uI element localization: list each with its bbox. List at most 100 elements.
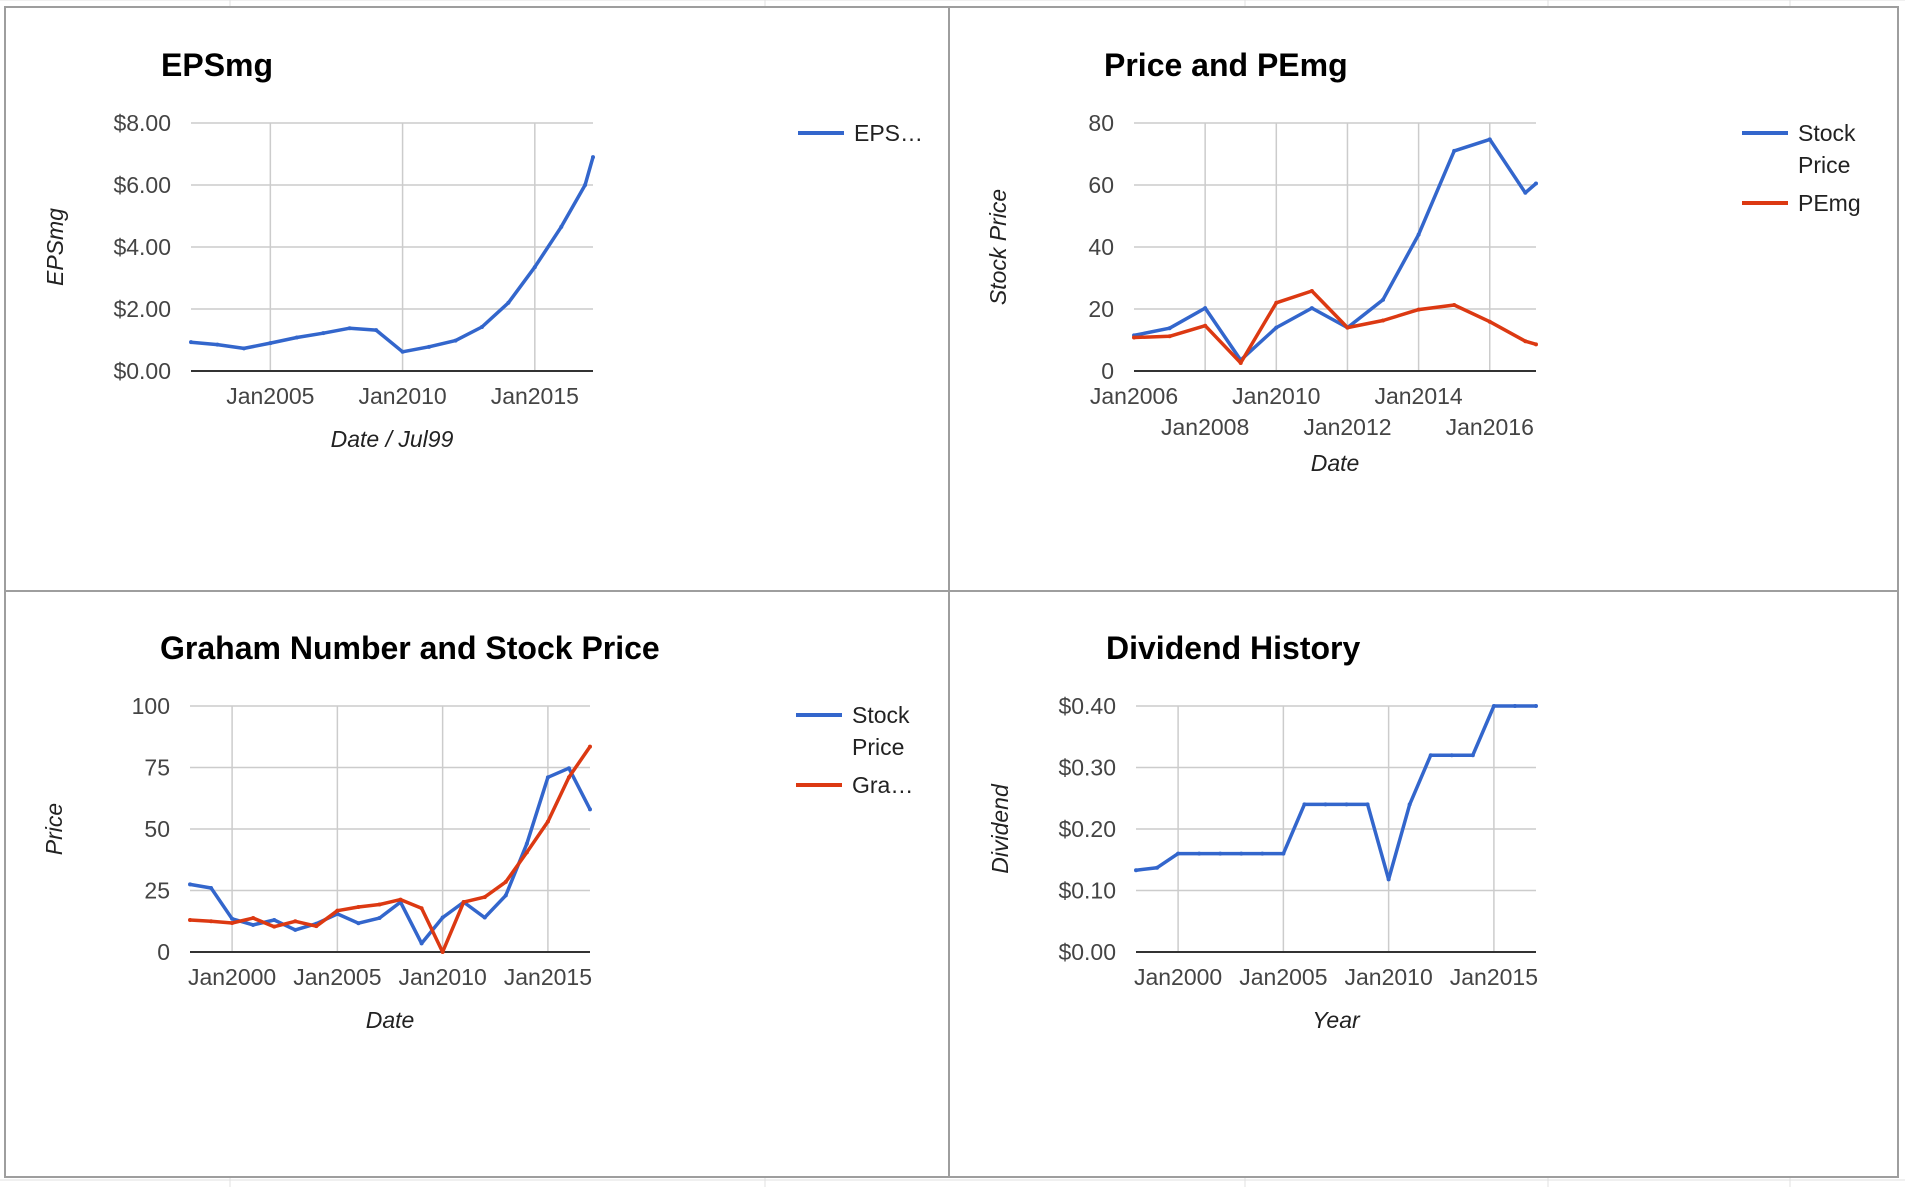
data-point	[189, 340, 193, 345]
data-point	[1416, 307, 1421, 312]
data-point	[1323, 802, 1328, 807]
chart-dividend: Dividend History $0.00 $0.10 $0.20 $0.30 $0.4…	[987, 630, 1538, 1033]
y-axis-title: EPSmg	[42, 208, 68, 286]
series-line	[189, 766, 592, 946]
data-point	[215, 342, 220, 347]
data-point	[427, 344, 432, 349]
data-point	[1281, 851, 1286, 856]
chart-panel-graham[interactable]: Graham Number and Stock Price 0 25 50 75 100 J…	[4, 590, 950, 1178]
data-point	[374, 328, 379, 333]
data-point	[1381, 318, 1386, 323]
data-point	[503, 893, 508, 898]
data-point	[335, 908, 340, 913]
data-point	[1134, 868, 1138, 873]
data-point	[1197, 851, 1202, 856]
data-point	[566, 775, 571, 780]
data-point	[188, 882, 192, 887]
data-point	[1534, 704, 1538, 708]
series-line	[190, 156, 595, 354]
data-point	[188, 918, 192, 923]
y-tick-label: 20	[1088, 296, 1114, 322]
legend-label: EPS…	[854, 120, 923, 146]
data-point	[230, 920, 235, 925]
data-point	[588, 744, 592, 749]
data-point	[503, 879, 508, 884]
data-point	[377, 916, 382, 921]
data-point	[440, 950, 445, 954]
x-tick-label: Jan2005	[1239, 964, 1327, 990]
data-point	[398, 897, 403, 902]
x-axis-title: Date	[1311, 450, 1360, 476]
data-point	[524, 841, 529, 846]
data-point	[479, 324, 484, 329]
data-point	[1176, 851, 1181, 856]
data-point	[591, 155, 595, 160]
data-point	[545, 775, 550, 780]
data-point	[419, 906, 424, 911]
x-axis-title: Year	[1312, 1007, 1361, 1033]
data-point	[1203, 306, 1208, 311]
data-point	[251, 922, 256, 927]
data-point	[566, 766, 571, 771]
y-tick-label: $0.20	[1058, 816, 1116, 842]
y-tick-label: 40	[1088, 234, 1114, 260]
chart-panel-dividend[interactable]: Dividend History $0.00 $0.10 $0.20 $0.30 $0.4…	[948, 590, 1899, 1178]
data-point	[1309, 289, 1314, 294]
x-tick-label: Jan2010	[358, 383, 446, 409]
data-point	[1381, 297, 1386, 302]
legend-label: Stock Price	[1798, 120, 1856, 178]
y-tick-label: $4.00	[113, 234, 171, 260]
data-point	[400, 349, 405, 354]
data-point	[1260, 851, 1265, 856]
data-point	[1238, 360, 1243, 365]
x-axis-title: Date	[366, 1007, 415, 1033]
x-tick-label: Jan2000	[188, 964, 276, 990]
chart-title: Price and PEmg	[1104, 47, 1348, 83]
chart-title: Graham Number and Stock Price	[160, 630, 660, 666]
legend-label: Stock Price	[852, 702, 910, 760]
data-point	[1534, 342, 1538, 347]
data-point	[588, 807, 592, 812]
data-point	[294, 335, 299, 340]
data-point	[241, 346, 246, 351]
y-tick-label: $0.10	[1058, 878, 1116, 904]
data-point	[482, 895, 487, 900]
data-point	[1345, 325, 1350, 330]
data-point	[272, 924, 277, 929]
y-tick-label: $0.30	[1058, 755, 1116, 781]
chart-title: EPSmg	[161, 47, 273, 83]
data-point	[1274, 325, 1279, 330]
y-tick-label: 0	[157, 939, 170, 965]
chart-panel-eps[interactable]: EPSmg $0.00 $2.00 $4.00 $6.00 $8.00 Jan2005 Jan…	[4, 6, 950, 592]
y-tick-label: 60	[1088, 172, 1114, 198]
data-point	[1309, 306, 1314, 311]
data-point	[1218, 851, 1223, 856]
x-tick-label: Jan2005	[226, 383, 314, 409]
y-tick-label: $2.00	[113, 296, 171, 322]
data-point	[1416, 232, 1421, 237]
data-point	[1155, 865, 1160, 870]
data-point	[1491, 704, 1496, 708]
series-line	[189, 745, 592, 954]
data-point	[545, 819, 550, 824]
y-tick-label: $0.00	[1058, 939, 1116, 965]
x-tick-label: Jan2015	[504, 964, 592, 990]
data-point	[209, 886, 214, 891]
data-point	[1239, 851, 1244, 856]
chart-panel-price-pe[interactable]: Price and PEmg 0 20 40 60 80 Jan2006 Jan2008 Jan…	[948, 6, 1899, 592]
x-tick-label: Jan2010	[1345, 964, 1433, 990]
x-tick-label: Jan2014	[1374, 383, 1462, 409]
data-point	[251, 916, 256, 921]
data-point	[1470, 753, 1475, 758]
data-point	[1302, 802, 1307, 807]
x-axis-title: Date / Jul99	[331, 426, 454, 452]
data-point	[440, 915, 445, 920]
data-point	[1452, 302, 1457, 307]
y-tick-label: $0.40	[1058, 693, 1116, 719]
chart-title: Dividend History	[1106, 630, 1360, 666]
data-point	[230, 916, 235, 921]
x-tick-label: Jan2010	[399, 964, 487, 990]
x-tick-label: Jan2015	[491, 383, 579, 409]
y-tick-label: 80	[1088, 110, 1114, 136]
y-tick-label: 100	[132, 693, 170, 719]
